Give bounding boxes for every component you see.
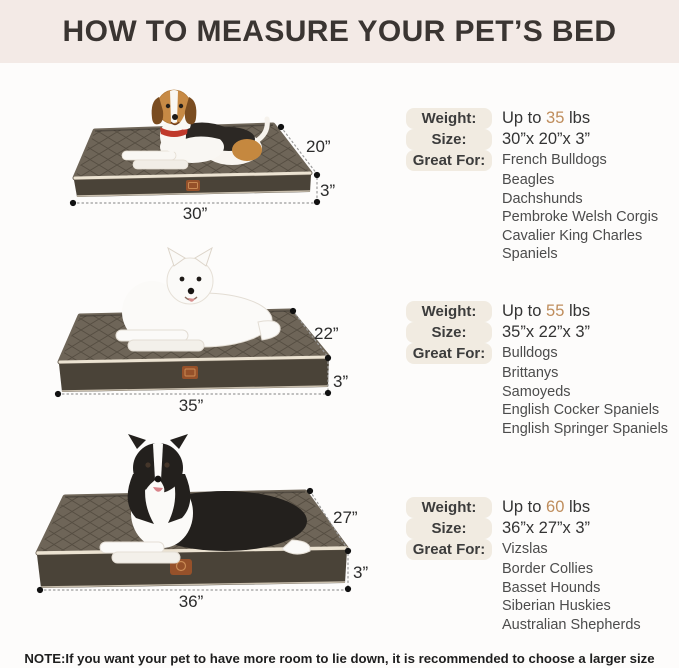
bed-front-panel: [74, 175, 311, 197]
border-collie-dog-illustration: [99, 434, 311, 564]
dimension-lines: [72, 126, 318, 204]
breed-item: Brittanys: [502, 365, 559, 381]
great-for-list: Bulldogs Brittanys Samoyeds English Cock…: [502, 343, 668, 438]
breed-item: Australian Shepherds: [502, 616, 641, 633]
weight-value: Up to 35 lbs: [502, 109, 591, 127]
breed-item: Border Collies: [502, 561, 594, 577]
breed-item: Cavalier King Charles Spaniels: [502, 227, 643, 263]
size-label: Size:: [406, 518, 492, 539]
size-value: 35”x 22”x 3”: [502, 323, 591, 341]
dim-height-medium: 3”: [333, 372, 349, 391]
bottom-note: NOTE:If you want your pet to have more r…: [24, 651, 655, 666]
dimension-dots: [54, 307, 332, 398]
size-row: Size: 30”x 20”x 3”: [406, 129, 678, 150]
dim-depth-large: 27”: [333, 508, 358, 527]
bed-illustration-medium: [54, 246, 332, 398]
breed-item: English Cocker Spaniels: [502, 402, 660, 419]
details-medium-bed: Weight: Up to 55 lbs Size: 35”x 22”x 3” …: [406, 301, 678, 438]
breed-item: Bulldogs: [502, 345, 558, 361]
breed-item: Samoyeds: [502, 383, 571, 400]
bed-illustration-large: [35, 434, 352, 594]
dim-depth-medium: 22”: [314, 324, 339, 343]
breed-item: Dachshunds: [502, 190, 583, 207]
breed-item: Pembroke Welsh Corgis: [502, 209, 659, 226]
bed-piping: [58, 355, 330, 364]
great-for-list: French Bulldogs Beagles Dachshunds Pembr…: [502, 150, 678, 264]
breed-item: Beagles: [502, 172, 555, 188]
size-label: Size:: [406, 129, 492, 150]
beagle-dog-illustration: [121, 89, 270, 170]
dimension-dots: [69, 123, 321, 207]
breed-item: Vizslas: [502, 541, 548, 557]
great-for-label: Great For:: [406, 343, 492, 364]
brand-tag: [182, 366, 198, 379]
size-value: 30”x 20”x 3”: [502, 130, 591, 148]
dim-width-large: 36”: [178, 592, 204, 611]
size-label: Size:: [406, 322, 492, 343]
dog-collar: [160, 127, 188, 137]
weight-row: Weight: Up to 35 lbs: [406, 108, 678, 129]
weight-label: Weight:: [406, 108, 492, 129]
dimension-dots: [36, 487, 352, 594]
dimension-lines: [39, 490, 349, 591]
great-for-label: Great For:: [406, 539, 492, 560]
dimension-lines: [57, 310, 329, 395]
breed-item: Basset Hounds: [502, 579, 601, 596]
dim-height-small: 3”: [320, 181, 336, 200]
weight-value: Up to 60 lbs: [502, 498, 591, 516]
great-for-list: Vizslas Border Collies Basset Hounds Sib…: [502, 539, 641, 634]
bed-front-panel: [37, 550, 347, 588]
great-for-row: Great For: French Bulldogs Beagles Dachs…: [406, 150, 678, 264]
great-for-row: Great For: Bulldogs Brittanys Samoyeds E…: [406, 343, 678, 438]
bed-piping: [73, 171, 312, 180]
great-for-label: Great For:: [406, 150, 492, 171]
weight-value: Up to 55 lbs: [502, 302, 591, 320]
breed-item: Siberian Huskies: [502, 598, 611, 615]
great-for-row: Great For: Vizslas Border Collies Basset…: [406, 539, 678, 634]
size-row: Size: 36”x 27”x 3”: [406, 518, 678, 539]
size-value: 36”x 27”x 3”: [502, 519, 591, 537]
dim-height-large: 3”: [353, 563, 369, 582]
breed-item: French Bulldogs: [502, 152, 607, 168]
header-band: HOW TO MEASURE YOUR PET’S BED: [0, 0, 679, 63]
page-title: HOW TO MEASURE YOUR PET’S BED: [62, 14, 617, 48]
weight-label: Weight:: [406, 301, 492, 322]
samoyed-dog-illustration: [115, 246, 281, 352]
details-large-bed: Weight: Up to 60 lbs Size: 36”x 27”x 3” …: [406, 497, 678, 634]
weight-row: Weight: Up to 55 lbs: [406, 301, 678, 322]
size-row: Size: 35”x 22”x 3”: [406, 322, 678, 343]
dim-depth-small: 20”: [306, 137, 331, 156]
bed-front-panel: [59, 359, 329, 392]
dim-width-medium: 35”: [178, 396, 204, 415]
weight-label: Weight:: [406, 497, 492, 518]
dim-width-small: 30”: [182, 204, 208, 223]
weight-row: Weight: Up to 60 lbs: [406, 497, 678, 518]
details-small-bed: Weight: Up to 35 lbs Size: 30”x 20”x 3” …: [406, 108, 678, 264]
bed-illustration-small: [69, 89, 321, 207]
breed-item: English Springer Spaniels: [502, 420, 669, 437]
